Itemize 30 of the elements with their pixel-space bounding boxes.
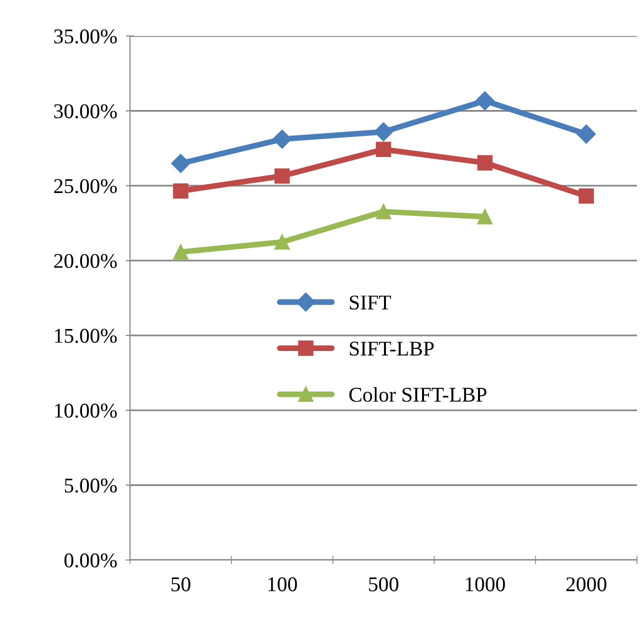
legend-label: SIFT xyxy=(350,296,391,310)
y-tick-label: 30.00% xyxy=(54,104,117,118)
y-tick-label: 10.00% xyxy=(55,404,117,418)
point xyxy=(576,124,596,144)
y-tick-label: 5.00% xyxy=(64,478,117,493)
x-tick-label: 100 xyxy=(268,577,297,592)
point xyxy=(173,183,188,199)
point xyxy=(171,154,190,173)
x-tick-label: 50 xyxy=(171,577,190,592)
point xyxy=(272,130,292,149)
point xyxy=(477,209,493,224)
x-tick-label: 500 xyxy=(369,577,398,592)
y-tick-label: 15.00% xyxy=(55,328,117,343)
x-tick-label: 2000 xyxy=(566,577,606,592)
point xyxy=(475,91,494,110)
point xyxy=(274,168,290,184)
point xyxy=(477,155,493,170)
legend-label: Color SIFT-LBP xyxy=(349,387,486,402)
point xyxy=(274,234,290,250)
y-tick-label: 25.00% xyxy=(54,179,117,194)
point xyxy=(376,142,392,157)
legend-label: SIFT-LBP xyxy=(350,342,434,356)
point xyxy=(374,122,394,142)
point xyxy=(376,204,392,220)
y-tick-label: 0.00% xyxy=(64,553,117,568)
point xyxy=(578,188,594,204)
y-tick-label: 35.00% xyxy=(54,29,117,44)
y-tick-label: 20.00% xyxy=(54,254,117,268)
point xyxy=(173,244,188,260)
x-tick-label: 1000 xyxy=(466,577,505,592)
